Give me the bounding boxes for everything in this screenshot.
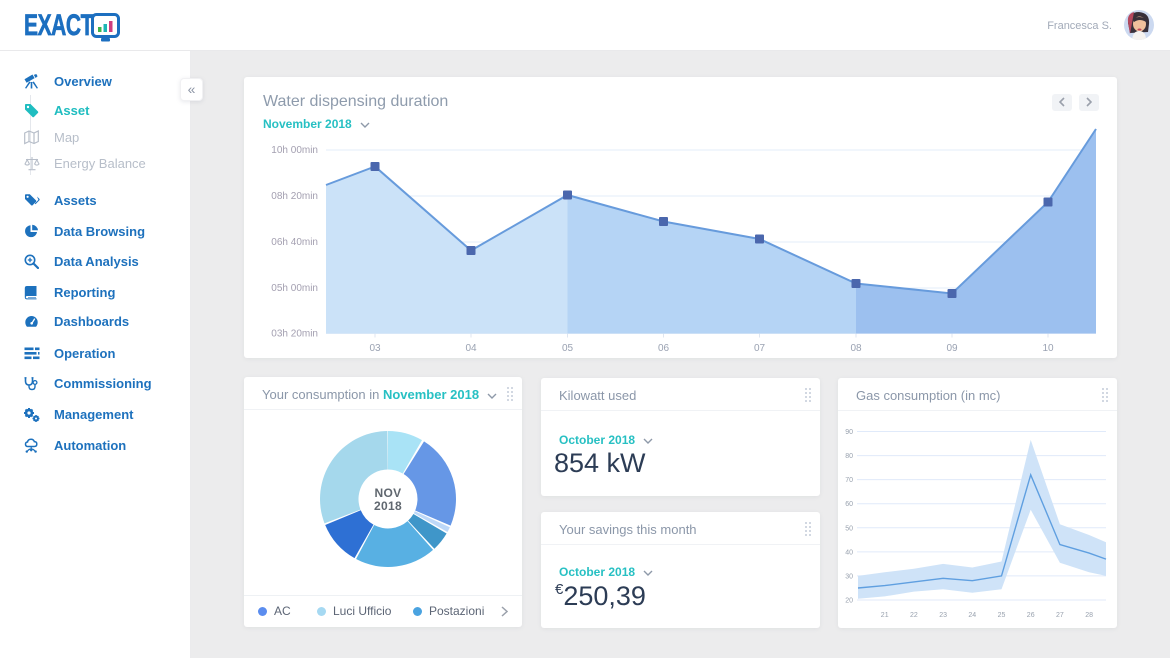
svg-text:09: 09 xyxy=(946,343,958,354)
svg-text:08: 08 xyxy=(850,343,862,354)
svg-text:70: 70 xyxy=(845,477,853,484)
svg-text:10h 00min: 10h 00min xyxy=(271,145,318,156)
svg-text:07: 07 xyxy=(754,343,766,354)
svg-text:24: 24 xyxy=(968,612,976,619)
svg-text:25: 25 xyxy=(998,612,1006,619)
svg-text:03: 03 xyxy=(369,343,381,354)
svg-text:50: 50 xyxy=(845,525,853,532)
svg-text:28: 28 xyxy=(1085,612,1093,619)
svg-text:80: 80 xyxy=(845,453,853,460)
svg-text:10: 10 xyxy=(1042,343,1054,354)
svg-text:60: 60 xyxy=(845,501,853,508)
svg-text:27: 27 xyxy=(1056,612,1064,619)
svg-text:40: 40 xyxy=(845,549,853,556)
svg-text:06: 06 xyxy=(658,343,670,354)
svg-text:23: 23 xyxy=(939,612,947,619)
svg-text:04: 04 xyxy=(465,343,477,354)
svg-text:21: 21 xyxy=(881,612,889,619)
svg-text:30: 30 xyxy=(845,573,853,580)
svg-text:20: 20 xyxy=(845,598,853,605)
svg-text:05: 05 xyxy=(562,343,574,354)
svg-text:08h 20min: 08h 20min xyxy=(271,191,318,202)
svg-text:03h 20min: 03h 20min xyxy=(271,329,318,340)
svg-text:26: 26 xyxy=(1027,612,1035,619)
svg-text:22: 22 xyxy=(910,612,918,619)
svg-text:05h 00min: 05h 00min xyxy=(271,283,318,294)
svg-text:90: 90 xyxy=(845,429,853,436)
svg-text:06h 40min: 06h 40min xyxy=(271,237,318,248)
